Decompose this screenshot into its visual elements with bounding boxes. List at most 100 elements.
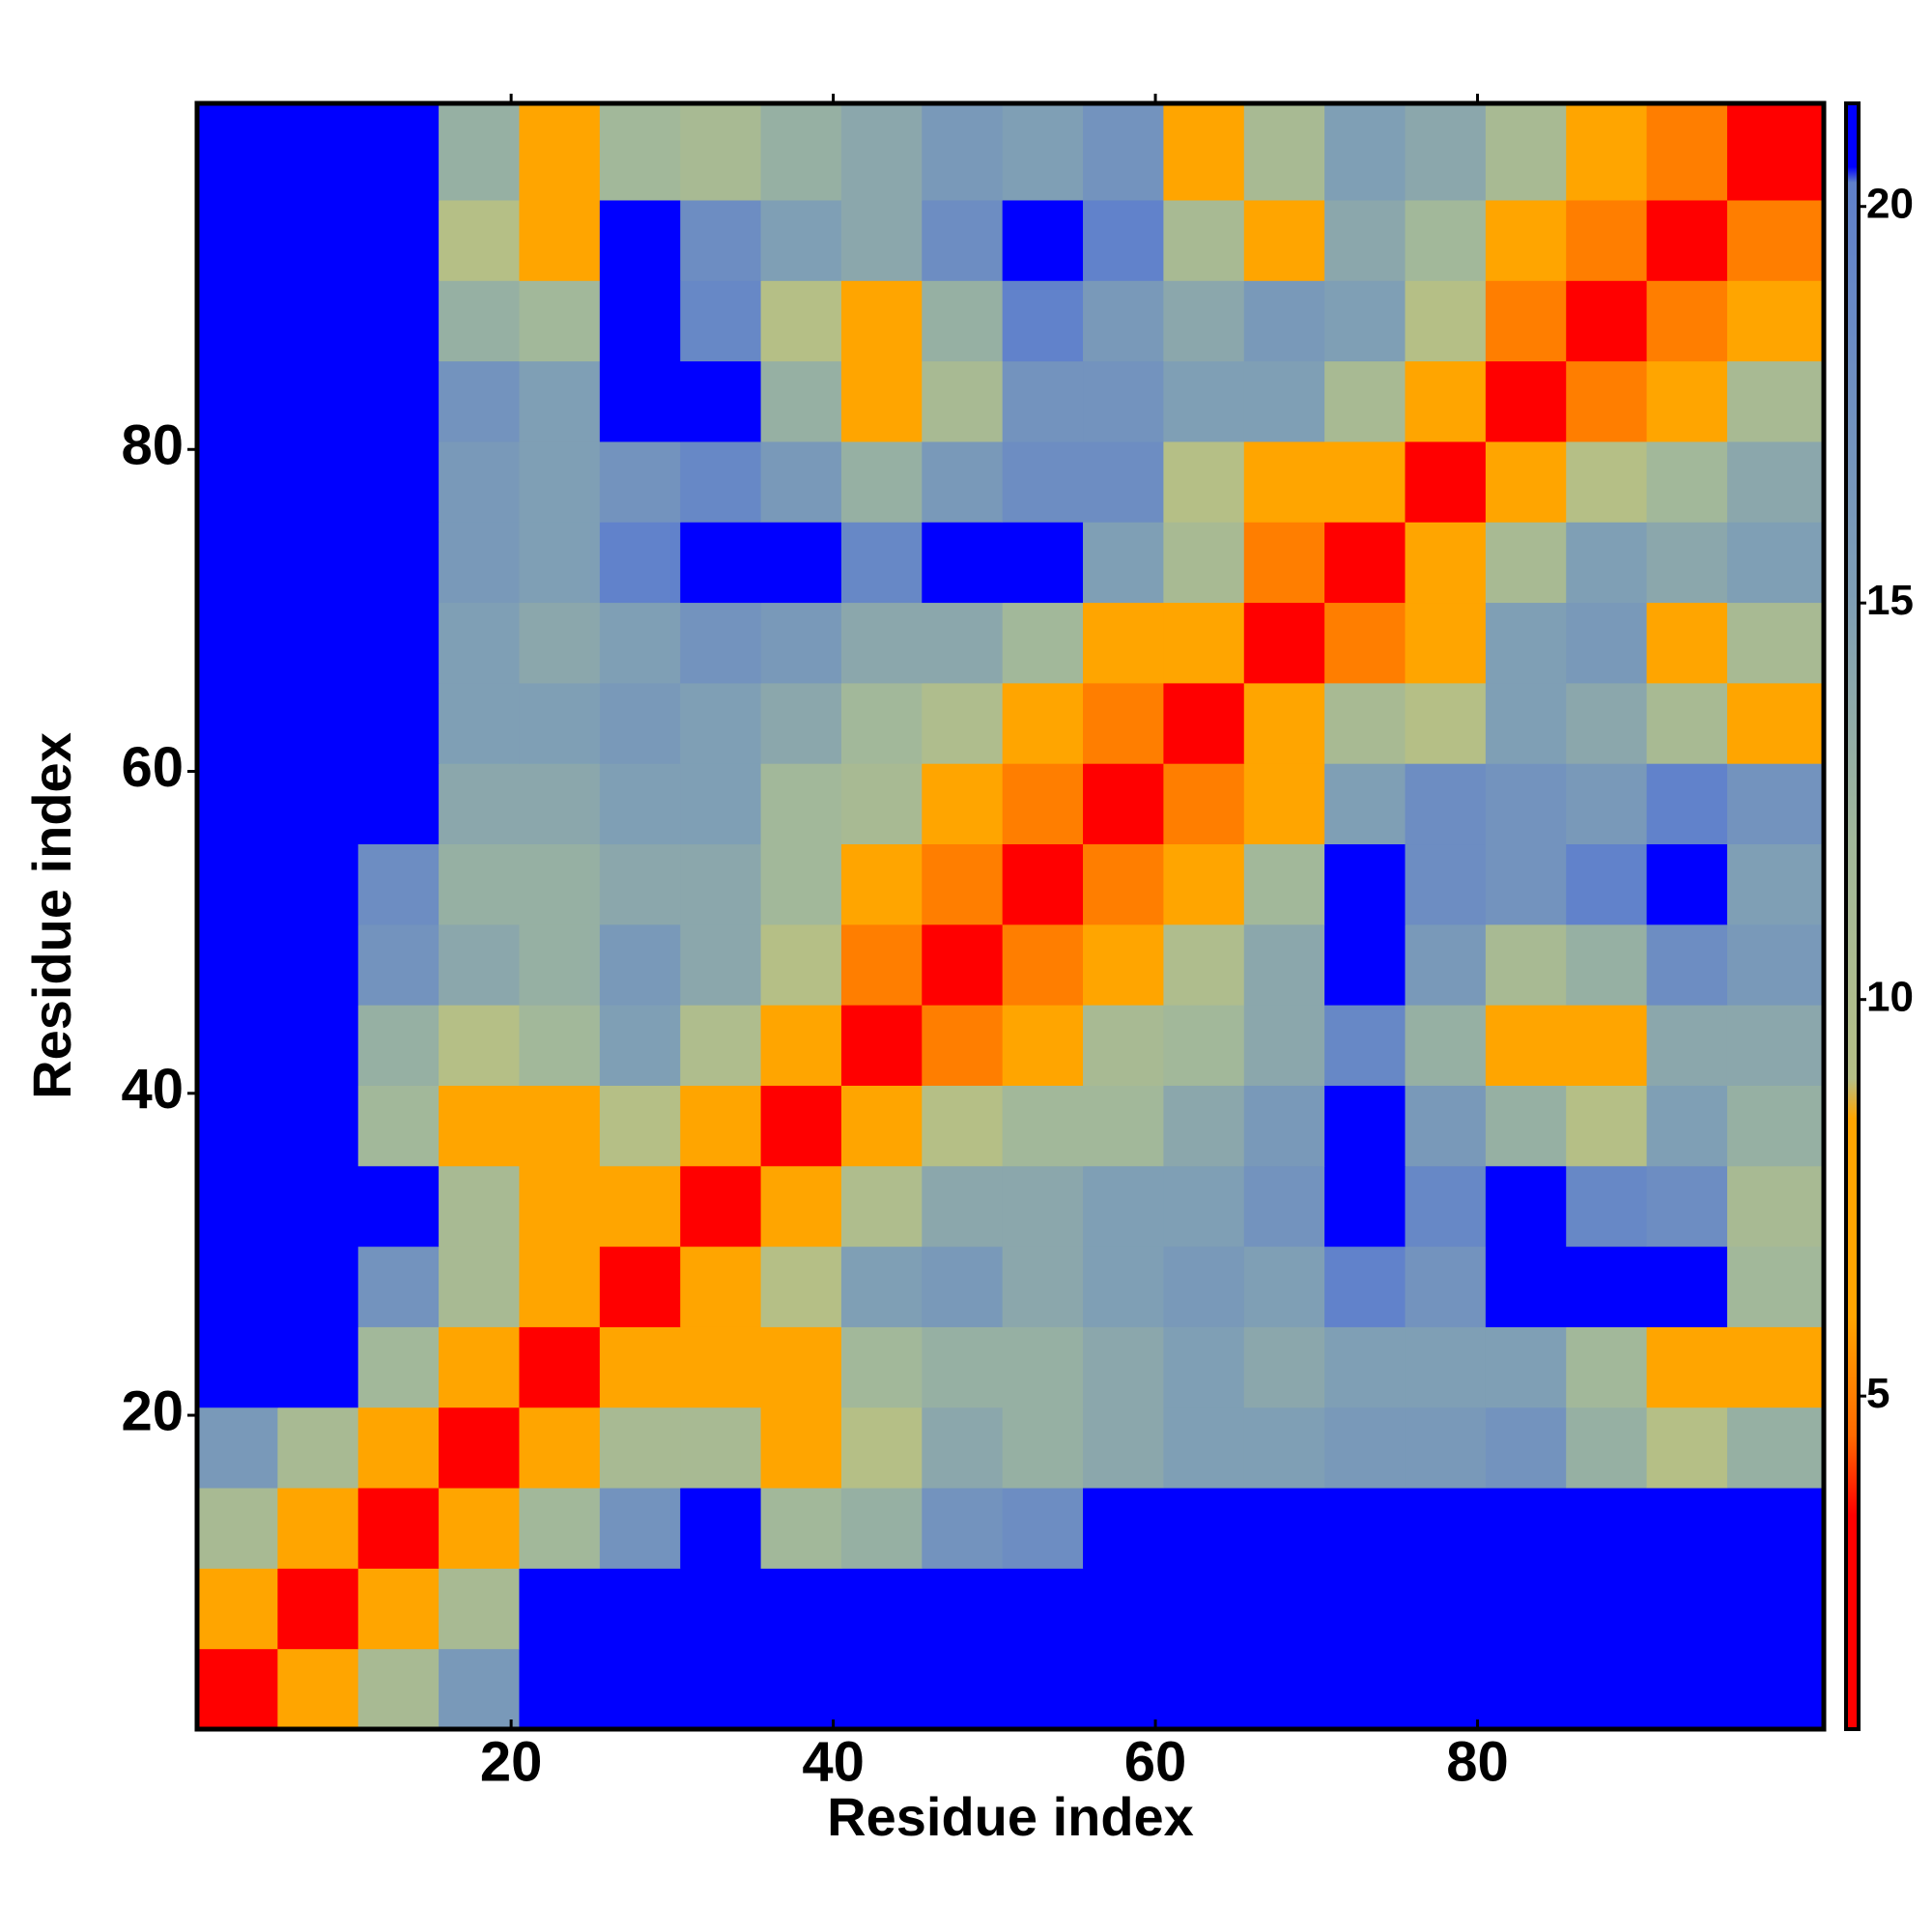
heatmap-cell — [1405, 440, 1487, 523]
heatmap-cell — [519, 1406, 601, 1489]
heatmap-cell — [439, 763, 520, 845]
heatmap-cell — [197, 1326, 278, 1408]
heatmap-cell — [1646, 1165, 1728, 1247]
heatmap-cell — [1324, 1568, 1406, 1650]
heatmap-cell — [922, 103, 1004, 201]
heatmap-cell — [357, 103, 440, 201]
heatmap-cell — [922, 1005, 1004, 1086]
heatmap-cell — [760, 440, 842, 523]
heatmap-cell — [599, 199, 681, 281]
heatmap-cell — [1405, 1406, 1487, 1489]
heatmap-cell — [1566, 103, 1648, 201]
heatmap-cell — [1243, 1406, 1325, 1489]
heatmap-cell — [357, 1488, 440, 1569]
heatmap-cell — [1243, 1568, 1325, 1650]
x-tick-label: 20 — [480, 1730, 543, 1793]
heatmap-cell — [1485, 1406, 1567, 1489]
heatmap-cell — [439, 280, 520, 362]
heatmap-cell — [680, 1246, 762, 1327]
heatmap-cell — [1163, 1406, 1245, 1489]
heatmap-cell — [1726, 1406, 1825, 1489]
heatmap-cells — [197, 103, 1825, 1730]
heatmap-cell — [1243, 843, 1325, 925]
heatmap-cell — [1485, 1488, 1567, 1569]
heatmap-cell — [357, 440, 440, 523]
heatmap-cell — [277, 360, 359, 442]
heatmap-cell — [680, 522, 762, 604]
heatmap-cell — [1485, 682, 1567, 764]
heatmap-cell — [1002, 843, 1084, 925]
heatmap-cell — [439, 602, 520, 684]
heatmap-cell — [357, 682, 440, 764]
heatmap-cell — [1405, 360, 1487, 442]
heatmap-cell — [519, 280, 601, 362]
heatmap-cell — [1163, 1326, 1245, 1408]
heatmap-cell — [1726, 1326, 1825, 1408]
heatmap-cell — [439, 682, 520, 764]
heatmap-cell — [840, 763, 923, 845]
heatmap-cell — [277, 1568, 359, 1650]
colorbar-tick-label: 10 — [1866, 973, 1914, 1020]
heatmap-cell — [1163, 440, 1245, 523]
heatmap-cell — [1324, 440, 1406, 523]
heatmap-cell — [1566, 1085, 1648, 1167]
heatmap-cell — [922, 763, 1004, 845]
heatmap-cell — [1566, 1246, 1648, 1327]
heatmap-cell — [599, 602, 681, 684]
heatmap-cell — [760, 1326, 842, 1408]
heatmap-cell — [680, 280, 762, 362]
heatmap-cell — [1646, 1488, 1728, 1569]
heatmap-cell — [277, 843, 359, 925]
heatmap-cell — [1243, 522, 1325, 604]
heatmap-cell — [599, 440, 681, 523]
heatmap-cell — [1083, 199, 1164, 281]
heatmap-cell — [1163, 602, 1245, 684]
heatmap-cell — [1083, 280, 1164, 362]
heatmap-cell — [1083, 602, 1164, 684]
heatmap-cell — [1083, 1246, 1164, 1327]
heatmap-cell — [1324, 1326, 1406, 1408]
heatmap-cell — [1646, 440, 1728, 523]
heatmap-cell — [357, 280, 440, 362]
heatmap-cell — [1243, 1488, 1325, 1569]
heatmap-cell — [197, 1246, 278, 1327]
heatmap-cell — [1405, 763, 1487, 845]
heatmap-cell — [1646, 1085, 1728, 1167]
heatmap-cell — [1646, 763, 1728, 845]
heatmap-cell — [1002, 1648, 1084, 1730]
heatmap-cell — [760, 1488, 842, 1569]
heatmap-cell — [760, 1568, 842, 1650]
heatmap-cell — [197, 682, 278, 764]
heatmap-cell — [1243, 1246, 1325, 1327]
heatmap-cell — [1646, 280, 1728, 362]
heatmap-cell — [1646, 682, 1728, 764]
heatmap-cell — [1566, 1326, 1648, 1408]
heatmap-cell — [1566, 280, 1648, 362]
heatmap-cell — [277, 602, 359, 684]
heatmap-cell — [922, 1165, 1004, 1247]
heatmap-cell — [1002, 280, 1084, 362]
heatmap-cell — [922, 682, 1004, 764]
heatmap-cell — [680, 360, 762, 442]
heatmap-cell — [439, 1005, 520, 1086]
heatmap-cell — [1726, 763, 1825, 845]
heatmap-cell — [1405, 1648, 1487, 1730]
heatmap-cell — [1002, 199, 1084, 281]
heatmap-cell — [1566, 522, 1648, 604]
heatmap-cell — [599, 923, 681, 1006]
heatmap-cell — [1083, 1165, 1164, 1247]
heatmap-cell — [357, 1246, 440, 1327]
heatmap-cell — [840, 843, 923, 925]
heatmap-cell — [277, 199, 359, 281]
heatmap-cell — [760, 522, 842, 604]
heatmap-cell — [197, 1648, 278, 1730]
heatmap-cell — [680, 199, 762, 281]
heatmap-cell — [1324, 103, 1406, 201]
heatmap-cell — [277, 923, 359, 1006]
heatmap-cell — [519, 763, 601, 845]
heatmap-cell — [519, 1005, 601, 1086]
heatmap-cell — [1002, 1165, 1084, 1247]
heatmap-cell — [197, 522, 278, 604]
heatmap-cell — [1405, 1568, 1487, 1650]
